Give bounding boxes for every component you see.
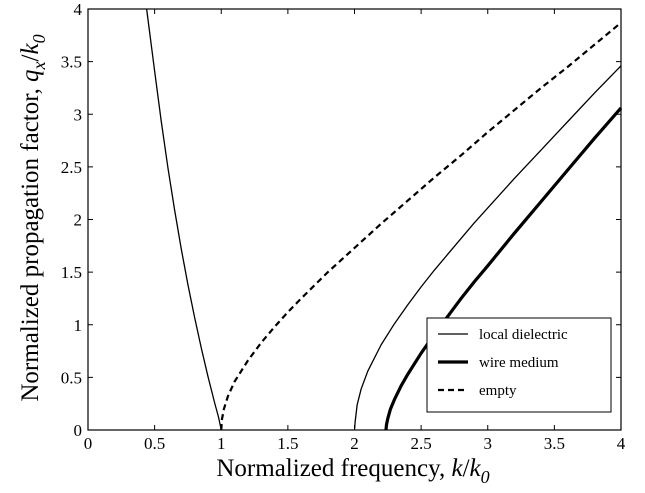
x-axis-label-slash: /	[463, 455, 470, 482]
y-tick-label: 0.5	[61, 368, 82, 387]
y-axis-label-denom: k	[17, 42, 44, 54]
legend-label-local-dielectric: local dielectric	[479, 327, 568, 343]
y-tick-label: 3	[74, 105, 83, 124]
y-tick-label: 2	[74, 211, 83, 230]
legend-label-empty: empty	[479, 383, 517, 399]
x-axis-label-denom: k	[470, 455, 482, 482]
y-tick-label: 3.5	[61, 53, 82, 72]
series-line-empty	[220, 21, 622, 431]
x-tick-label: 1.5	[277, 434, 298, 453]
x-tick-label: 2.5	[411, 434, 432, 453]
x-tick-label: 3	[484, 434, 493, 453]
x-tick-label: 1	[217, 434, 226, 453]
series-line-local-dielectric	[353, 65, 622, 431]
tick-label-layer: 0 0.5 1 1.5 2 2.5 3 3.5 4 0 0.5 1 1.5 2 2.5 3 3.5 4	[61, 0, 626, 453]
legend-label-wire-medium: wire medium	[479, 355, 559, 371]
x-tick-label: 4	[617, 434, 626, 453]
x-tick-label: 0	[84, 434, 93, 453]
y-axis-label-sub: 0	[29, 34, 49, 43]
y-tick-label: 1	[74, 316, 83, 335]
legend: local dielectric wire medium empty	[426, 317, 612, 413]
x-tick-label: 0.5	[144, 434, 165, 453]
x-axis-label: Normalized frequency, k/k0	[216, 455, 489, 487]
y-tick-label: 1.5	[61, 263, 82, 282]
x-axis-label-main: Normalized frequency,	[216, 455, 451, 482]
x-axis-label-var: k	[451, 455, 463, 482]
y-tick-label: 0	[74, 421, 83, 440]
y-axis-label-slash: /	[17, 54, 44, 61]
y-axis-label-main: Normalized propagation factor,	[17, 82, 44, 402]
y-axis-label-var: q	[17, 69, 44, 82]
y-tick-label: 2.5	[61, 158, 82, 177]
y-axis-label: Normalized propagation factor, qx/k0	[17, 34, 49, 401]
x-tick-label: 3.5	[544, 434, 565, 453]
y-tick-label: 4	[74, 0, 83, 19]
y-axis-label-var-sub: x	[29, 61, 49, 70]
series-line-local-dielectric	[145, 8, 222, 431]
x-tick-label: 2	[350, 434, 359, 453]
tick-layer	[87, 8, 622, 431]
x-axis-label-sub: 0	[481, 467, 490, 487]
